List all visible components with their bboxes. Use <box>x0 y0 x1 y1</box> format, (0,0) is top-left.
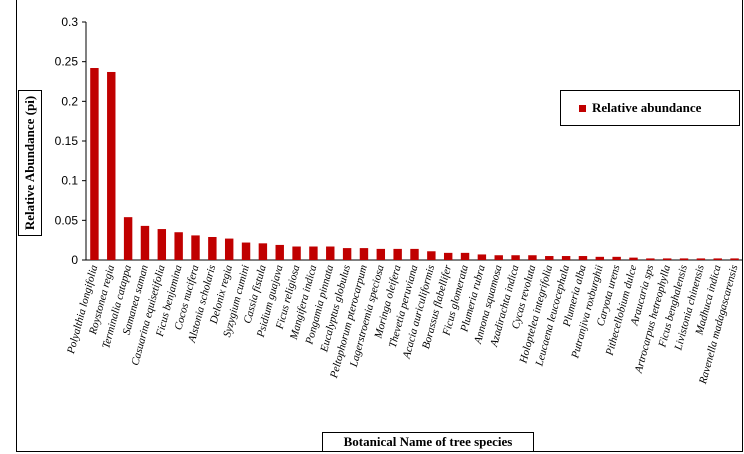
bar <box>208 236 217 260</box>
bar <box>578 256 588 260</box>
bar <box>90 68 99 260</box>
bar <box>629 257 638 260</box>
legend-swatch <box>579 104 586 112</box>
bar <box>595 256 605 260</box>
bar <box>224 238 234 260</box>
bar <box>191 235 200 260</box>
bar <box>494 255 503 260</box>
y-tick-label: 0.15 <box>55 134 79 148</box>
y-axis-label-text: Relative Abundance (pi) <box>22 95 37 231</box>
bar <box>157 229 167 260</box>
bar <box>107 71 116 260</box>
y-tick-label: 0 <box>71 253 78 267</box>
y-tick-label: 0.05 <box>55 213 79 227</box>
bar <box>713 258 722 260</box>
y-axis-label: Relative Abundance (pi) <box>18 90 42 236</box>
bar <box>662 258 672 260</box>
bar <box>393 248 402 260</box>
bar <box>730 258 739 260</box>
y-tick-label: 0.2 <box>61 94 78 108</box>
x-axis-label: Botanical Name of tree species <box>322 432 534 452</box>
bar <box>326 246 335 260</box>
bar <box>528 255 537 260</box>
bar <box>376 248 386 260</box>
bar <box>123 217 133 260</box>
bar <box>258 243 268 260</box>
legend: Relative abundance <box>560 90 740 126</box>
bar <box>410 248 419 260</box>
bar <box>460 252 470 260</box>
bar <box>443 252 453 260</box>
legend-label: Relative abundance <box>592 100 702 115</box>
bar <box>696 258 706 260</box>
bar <box>612 256 621 260</box>
bar <box>241 242 251 260</box>
bar <box>140 225 150 260</box>
y-tick-label: 0.3 <box>61 15 78 29</box>
bar <box>545 256 554 260</box>
bar <box>275 244 284 260</box>
bar <box>309 246 318 260</box>
bar <box>477 254 487 260</box>
bar <box>292 246 301 260</box>
bars <box>90 68 739 260</box>
y-tick-label: 0.1 <box>61 174 78 188</box>
bar <box>511 255 520 260</box>
y-tick-label: 0.25 <box>55 55 79 69</box>
bar <box>427 251 436 260</box>
bar <box>561 256 571 260</box>
bar <box>679 258 689 260</box>
bar <box>359 248 369 260</box>
bar <box>174 232 183 260</box>
bar <box>646 258 655 260</box>
bar <box>342 248 352 260</box>
